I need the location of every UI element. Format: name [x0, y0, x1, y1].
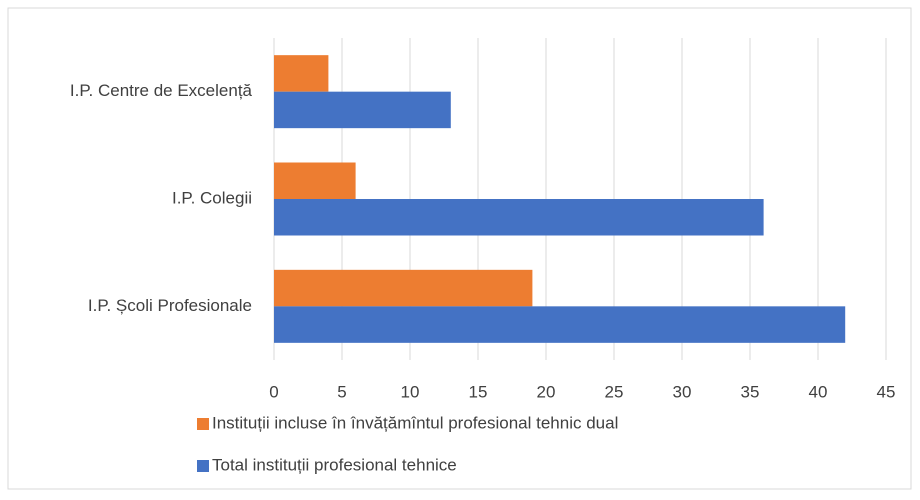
- bar: [274, 199, 764, 236]
- x-tick-label: 45: [877, 382, 896, 401]
- x-tick-label: 20: [537, 382, 556, 401]
- y-tick-label: I.P. Colegii: [172, 188, 252, 207]
- y-tick-label: I.P. Centre de Excelență: [70, 81, 253, 100]
- legend-swatch: [197, 460, 209, 472]
- x-tick-label: 35: [741, 382, 760, 401]
- x-tick-label: 30: [673, 382, 692, 401]
- legend-swatch: [197, 418, 209, 430]
- bar: [274, 269, 533, 307]
- y-tick-label: I.P. Școli Profesionale: [88, 296, 252, 315]
- x-tick-label: 0: [269, 382, 278, 401]
- bar: [274, 162, 356, 199]
- x-tick-label: 40: [809, 382, 828, 401]
- x-tick-label: 25: [605, 382, 624, 401]
- legend-label: Total instituții profesional tehnice: [212, 455, 457, 474]
- chart-frame: [7, 7, 912, 490]
- x-tick-label: 15: [469, 382, 488, 401]
- bar: [274, 306, 846, 343]
- legend-label: Instituții incluse în învățămîntul profe…: [212, 413, 618, 432]
- bar: [274, 55, 329, 92]
- x-tick-label: 5: [337, 382, 346, 401]
- x-tick-label: 10: [401, 382, 420, 401]
- bar: [274, 91, 451, 129]
